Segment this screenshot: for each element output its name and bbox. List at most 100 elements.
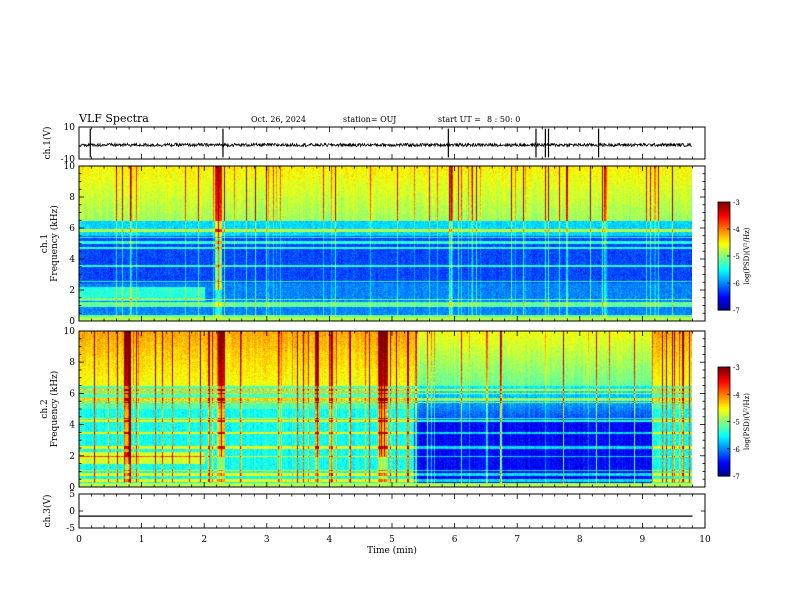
colorbar-ch2-segment xyxy=(718,399,730,403)
colorbar-ch2-segment xyxy=(718,430,730,433)
y-axis-label-frequency: Frequency (kHz) xyxy=(49,205,60,282)
y-tick-label: 6 xyxy=(69,389,75,399)
y-tick-label: -10 xyxy=(61,155,76,165)
colorbar-ch2-segment xyxy=(718,405,730,408)
colorbar-ch1-segment xyxy=(718,261,730,264)
colorbar-ch1-tick-label: -3 xyxy=(733,199,740,207)
colorbar-ch1-segment xyxy=(718,268,730,271)
x-axis-label: Time (min) xyxy=(367,545,417,556)
colorbar-ch2-segment xyxy=(718,423,730,426)
y-axis-label-waveform-ch3: ch.3(V) xyxy=(42,495,53,528)
colorbar-ch2-segment xyxy=(718,426,730,430)
colorbar-ch1-segment xyxy=(718,245,730,248)
colorbar-ch2-segment xyxy=(718,417,730,421)
y-tick-label: 0 xyxy=(69,317,75,327)
colorbar-ch2-segment xyxy=(718,377,730,381)
y-tick-label: 4 xyxy=(69,421,75,431)
colorbar-ch2-segment xyxy=(718,372,730,375)
colorbar-ch1-segment xyxy=(718,270,730,273)
colorbar-ch2-segment xyxy=(718,401,730,404)
colorbar-ch1-segment xyxy=(718,263,730,266)
colorbar-ch1-segment xyxy=(718,302,730,306)
spectrogram-ch1-image xyxy=(79,166,692,321)
colorbar-ch2-segment xyxy=(718,392,730,395)
colorbar-ch1-segment xyxy=(718,209,730,212)
start-ut-prefix: start UT = xyxy=(438,115,481,124)
colorbar-ch2-segment xyxy=(718,459,730,463)
colorbar-ch2-segment xyxy=(718,386,730,390)
colorbar-ch2-segment xyxy=(718,421,730,424)
colorbar-ch1-segment xyxy=(718,216,730,219)
colorbar-ch2-segment xyxy=(718,410,730,414)
colorbar-ch1-segment xyxy=(718,250,730,253)
colorbar-ch1-segment xyxy=(718,256,730,259)
colorbar-ch2-segment xyxy=(718,441,730,444)
x-tick-label: 5 xyxy=(389,535,395,545)
colorbar-ch2-segment xyxy=(718,383,730,386)
colorbar-ch2-segment xyxy=(718,385,730,388)
colorbar-ch1-segment xyxy=(718,304,730,307)
y-tick-label: 10 xyxy=(64,123,76,133)
colorbar-ch2-segment xyxy=(718,425,730,428)
colorbar-ch2-segment xyxy=(718,437,730,441)
colorbar-ch2-segment xyxy=(718,434,730,437)
colorbar-ch2-segment xyxy=(718,461,730,464)
colorbar-ch1-segment xyxy=(718,288,730,291)
colorbar-ch2-segment xyxy=(718,466,730,470)
colorbar-ch1-segment xyxy=(718,274,730,277)
colorbar-ch1-segment xyxy=(718,308,730,311)
colorbar-ch1-segment xyxy=(718,284,730,288)
colorbar-ch2-segment xyxy=(718,454,730,457)
colorbar-ch2-segment xyxy=(718,367,730,370)
colorbar-ch2-segment xyxy=(718,397,730,401)
colorbar-ch2-segment xyxy=(718,406,730,410)
y-tick-label: 10 xyxy=(64,162,76,172)
ch1-waveform-trace xyxy=(78,141,693,149)
y-tick-label: 6 xyxy=(69,224,75,234)
y-tick-label: 2 xyxy=(69,452,75,462)
colorbar-ch1-segment xyxy=(718,265,730,268)
colorbar-ch2-segment xyxy=(718,443,730,446)
colorbar-ch1-segment xyxy=(718,211,730,214)
colorbar-ch2-segment xyxy=(718,403,730,406)
spectrogram-ch2-image xyxy=(79,331,692,487)
colorbar-ch2-segment xyxy=(718,456,730,459)
x-tick-label: 7 xyxy=(514,535,520,545)
y-axis-label-frequency: Frequency (kHz) xyxy=(49,371,60,448)
colorbar-ch2-tick-label: -3 xyxy=(733,364,740,372)
colorbar-ch1-segment xyxy=(718,202,730,205)
colorbar-ch1-segment xyxy=(718,286,730,289)
x-tick-label: 1 xyxy=(139,535,145,545)
colorbar-ch1-segment xyxy=(718,214,730,217)
colorbar-ch2-label: log(PSD)(V²/Hz) xyxy=(743,393,751,450)
colorbar-ch1-segment xyxy=(718,292,730,295)
colorbar-ch1-segment xyxy=(718,290,730,293)
chart-title: VLF Spectra xyxy=(79,112,149,125)
colorbar-ch1-tick-label: -7 xyxy=(733,307,740,315)
y-tick-label: 0 xyxy=(69,507,75,517)
colorbar-ch1-segment xyxy=(718,223,730,226)
x-tick-label: 9 xyxy=(640,535,646,545)
colorbar-ch2-segment xyxy=(718,432,730,435)
colorbar-ch1-segment xyxy=(718,238,730,241)
colorbar-ch1-segment xyxy=(718,247,730,250)
colorbar-ch1-segment xyxy=(718,283,730,286)
y-tick-label: 10 xyxy=(64,327,76,337)
colorbar-ch1-segment xyxy=(718,259,730,262)
colorbar-ch1-segment xyxy=(718,266,730,270)
x-tick-label: 8 xyxy=(577,535,583,545)
colorbar-ch2-segment xyxy=(718,416,730,419)
colorbar-ch2-segment xyxy=(718,474,730,477)
y-axis-label-waveform-ch1: ch.1(V) xyxy=(42,127,53,160)
colorbar-ch2-segment xyxy=(718,419,730,423)
colorbar-ch2-segment xyxy=(718,376,730,379)
spectrogram-images xyxy=(79,166,692,487)
colorbar-ch2-segment xyxy=(718,408,730,412)
colorbar-ch1-segment xyxy=(718,275,730,279)
colorbar-ch2-segment xyxy=(718,463,730,466)
y-tick-label: 8 xyxy=(69,358,75,368)
y-axis-label-channel: ch.2 xyxy=(40,399,50,418)
waveform-traces xyxy=(78,128,693,517)
colorbar-ch2-segment xyxy=(718,396,730,399)
colorbar-ch1-segment xyxy=(718,281,730,284)
